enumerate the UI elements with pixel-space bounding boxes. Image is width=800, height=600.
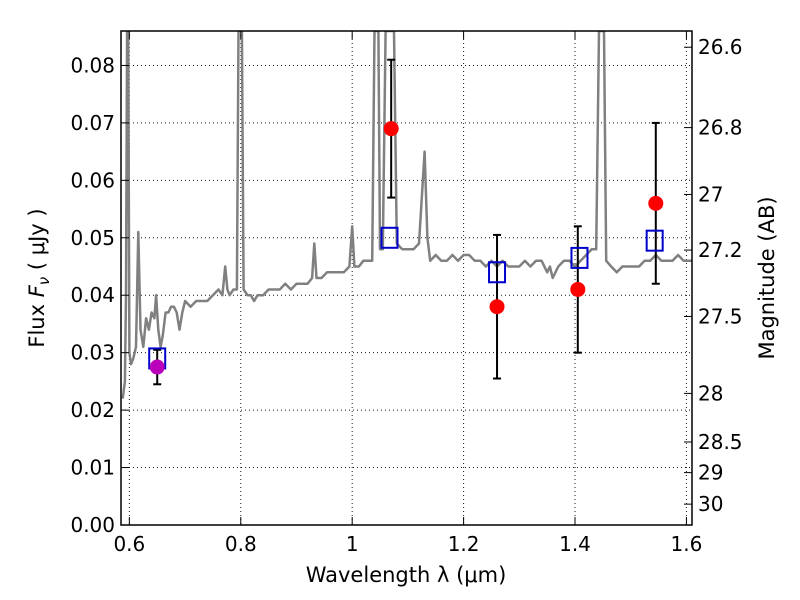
plot-border (120, 30, 693, 526)
y2-tick-label: 28 (698, 381, 723, 405)
y2-axis-title: Magnitude (AB) (755, 196, 779, 359)
grid (121, 31, 692, 526)
y-tick-label: 0.06 (70, 168, 115, 192)
x-tick-label: 0.8 (225, 532, 257, 556)
y2-tick-label: 26.6 (698, 35, 743, 59)
x-axis-title: Wavelength λ (μm) (306, 563, 507, 587)
model-photometry-square (570, 246, 589, 269)
y-axis-left: 0.00 0.01 0.02 0.03 0.04 0.05 0.06 0.07 0.08 (70, 53, 129, 537)
y-tick-label: 0.03 (70, 341, 115, 365)
x-tick-label: 1.4 (559, 532, 591, 556)
y2-tick-label: 26.8 (698, 116, 743, 140)
observed-flux-point (383, 121, 399, 137)
observed-flux-point (149, 359, 165, 375)
x-axis: 0.6 0.8 1 1.2 1.4 1.6 (113, 31, 702, 556)
y-tick-label: 0.04 (70, 283, 115, 307)
plot-area (121, 31, 692, 399)
y-tick-label: 0.07 (70, 111, 115, 135)
observed-flux-point (570, 281, 586, 297)
observed-flux-point (489, 299, 505, 315)
y-tick-label: 0.08 (70, 53, 115, 77)
x-tick-label: 0.6 (113, 532, 145, 556)
y-axis-right: 26.6 26.8 27 27.2 27.5 28 28.5 29 30 (684, 35, 743, 516)
model-photometry-square (380, 226, 399, 249)
y-tick-label: 0.02 (70, 398, 115, 422)
y2-tick-label: 30 (698, 492, 723, 516)
y-tick-label: 0.00 (70, 513, 115, 537)
y-tick-label: 0.01 (70, 456, 115, 480)
model-spectrum-line (121, 31, 692, 399)
x-tick-label: 1 (346, 532, 359, 556)
y2-tick-label: 27.5 (698, 304, 743, 328)
y2-tick-label: 27 (698, 182, 723, 206)
plot-frame (120, 30, 693, 526)
y2-tick-label: 27.2 (698, 238, 743, 262)
y-tick-label: 0.05 (70, 226, 115, 250)
y2-tick-label: 28.5 (698, 430, 743, 454)
model-photometry-square (488, 261, 507, 284)
observed-flux-point (648, 195, 664, 211)
y2-tick-label: 29 (698, 461, 723, 485)
model-photometry-square (645, 229, 664, 252)
y-axis-title: Flux Fν ( μJy ) (25, 208, 53, 347)
x-tick-label: 1.2 (448, 532, 480, 556)
x-tick-label: 1.6 (671, 532, 703, 556)
